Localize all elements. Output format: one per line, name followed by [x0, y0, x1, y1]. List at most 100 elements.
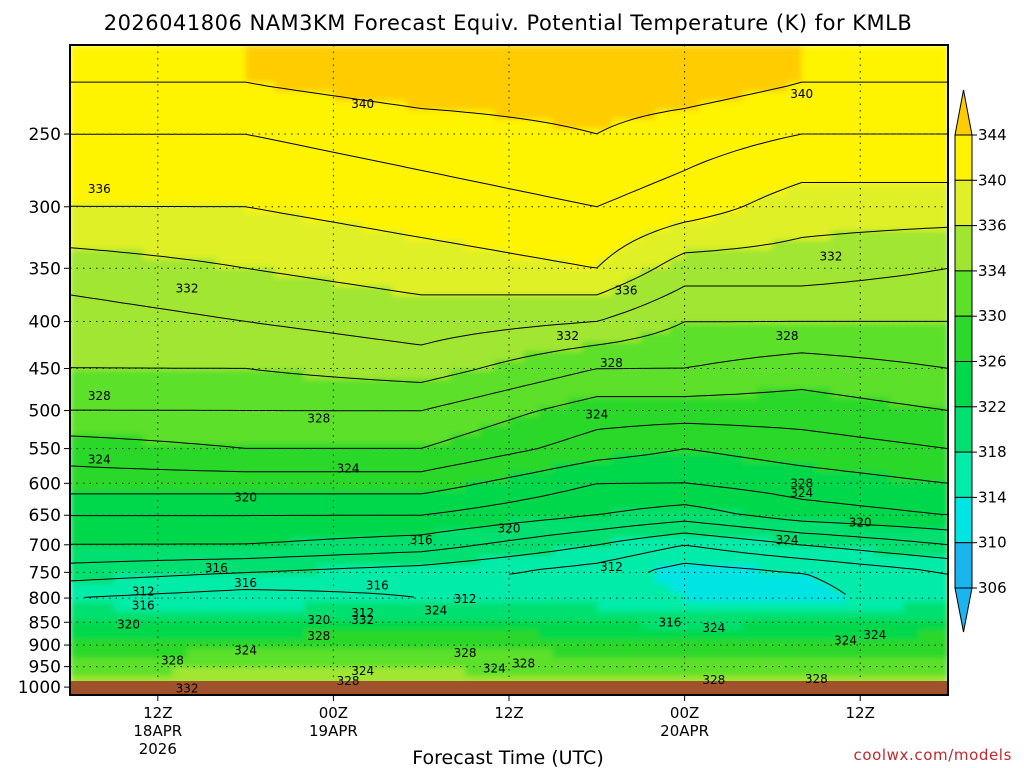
fill-cell — [333, 314, 349, 325]
fill-cell — [582, 323, 598, 334]
fill-cell — [845, 277, 861, 288]
fill-cell — [362, 397, 379, 408]
fill-cell — [113, 592, 130, 603]
fill-cell — [655, 648, 671, 659]
fill-cell — [582, 620, 598, 631]
fill-cell — [889, 620, 905, 631]
fill-cell — [113, 110, 130, 121]
fill-cell — [494, 667, 510, 678]
fill-cell — [596, 175, 613, 186]
fill-cell — [801, 527, 818, 538]
fill-cell — [830, 137, 847, 148]
fill-cell — [596, 611, 613, 622]
fill-cell — [772, 602, 788, 613]
fill-cell — [450, 379, 466, 390]
fill-cell — [699, 527, 715, 538]
fill-cell — [538, 537, 554, 548]
fill-cell — [113, 388, 130, 399]
fill-cell — [523, 277, 539, 288]
fill-cell — [128, 82, 144, 93]
fill-cell — [816, 630, 832, 641]
fill-cell — [494, 314, 510, 325]
credit-text[interactable]: coolwx.com/models — [854, 746, 1013, 764]
fill-cell — [904, 100, 920, 111]
fill-cell — [216, 388, 232, 399]
fill-cell — [728, 370, 744, 381]
fill-cell — [421, 323, 437, 334]
fill-cell — [289, 119, 305, 130]
fill-cell — [84, 592, 100, 603]
fill-cell — [874, 481, 891, 492]
fill-cell — [187, 500, 203, 511]
fill-cell — [201, 277, 218, 288]
fill-cell — [713, 462, 730, 473]
fill-cell — [435, 295, 452, 306]
fill-cell — [406, 490, 422, 501]
fill-cell — [845, 63, 861, 74]
fill-cell — [113, 277, 130, 288]
fill-cell — [523, 240, 539, 251]
fill-cell — [187, 657, 203, 668]
fill-cell — [582, 537, 598, 548]
contour-line — [647, 562, 846, 595]
fill-cell — [889, 342, 905, 353]
fill-cell — [918, 342, 935, 353]
fill-cell — [157, 230, 174, 241]
fill-cell — [845, 91, 861, 102]
fill-cell — [231, 555, 247, 566]
fill-cell — [494, 639, 510, 650]
fill-cell — [830, 509, 847, 520]
fill-cell — [699, 453, 715, 464]
fill-cell — [918, 583, 935, 594]
fill-cell — [304, 277, 320, 288]
fill-cell — [274, 45, 291, 56]
fill-cell — [99, 444, 115, 455]
fill-cell — [187, 295, 203, 306]
fill-cell — [494, 370, 510, 381]
fill-cell — [699, 490, 715, 501]
fill-cell — [918, 546, 935, 557]
fill-cell — [509, 332, 525, 343]
fill-cell — [567, 397, 583, 408]
fill-cell — [435, 342, 452, 353]
fill-cell — [772, 119, 788, 130]
fill-cell — [157, 63, 174, 74]
fill-cell — [626, 342, 642, 353]
fill-cell — [816, 462, 832, 473]
fill-cell — [231, 509, 247, 520]
fill-cell — [362, 462, 379, 473]
fill-cell — [933, 286, 948, 297]
fill-cell — [274, 444, 291, 455]
fill-cell — [757, 416, 774, 427]
fill-cell — [567, 184, 583, 195]
fill-cell — [143, 397, 159, 408]
fill-cell — [348, 128, 364, 139]
fill-cell — [201, 481, 218, 492]
fill-cell — [465, 583, 481, 594]
fill-cell — [231, 667, 247, 678]
fill-cell — [128, 221, 144, 232]
fill-cell — [596, 351, 613, 362]
fill-cell — [70, 490, 86, 501]
fill-cell — [245, 379, 261, 390]
fill-cell — [538, 574, 554, 585]
contour-label: 328 — [337, 674, 360, 688]
fill-cell — [904, 295, 920, 306]
fill-cell — [84, 184, 100, 195]
fill-cell — [216, 128, 232, 139]
fill-cell — [479, 156, 496, 167]
fill-cell — [274, 156, 291, 167]
fill-cell — [274, 72, 291, 83]
fill-cell — [304, 537, 320, 548]
fill-cell — [889, 639, 905, 650]
fill-cell — [670, 137, 686, 148]
fill-cell — [699, 91, 715, 102]
fill-cell — [172, 137, 188, 148]
fill-cell — [128, 574, 144, 585]
fill-cell — [494, 407, 510, 418]
fill-cell — [918, 490, 935, 501]
fill-cell — [816, 82, 832, 93]
fill-cell — [377, 82, 393, 93]
fill-cell — [260, 462, 276, 473]
fill-cell — [860, 425, 876, 436]
